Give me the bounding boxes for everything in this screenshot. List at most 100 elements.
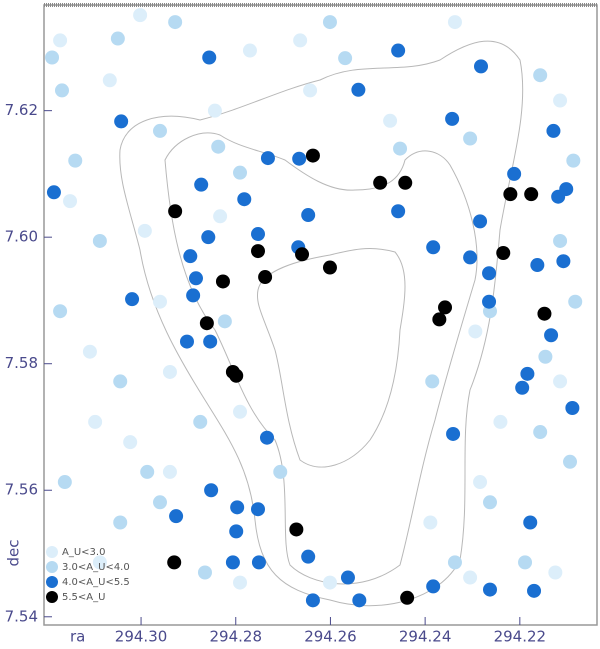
data-point bbox=[463, 131, 478, 146]
data-point bbox=[322, 260, 337, 275]
data-point bbox=[393, 141, 408, 156]
data-point bbox=[188, 271, 203, 286]
data-point bbox=[322, 575, 337, 590]
data-point bbox=[463, 250, 478, 265]
data-point bbox=[183, 249, 198, 264]
legend-label: 5.5<A_U bbox=[62, 592, 105, 603]
data-point bbox=[259, 430, 274, 445]
data-point bbox=[186, 288, 201, 303]
data-point bbox=[199, 316, 214, 331]
data-point bbox=[204, 483, 219, 498]
data-point bbox=[197, 565, 212, 580]
data-point bbox=[258, 270, 273, 285]
data-point bbox=[524, 187, 539, 202]
data-point bbox=[293, 33, 308, 48]
x-tick-label: 294.26 bbox=[304, 628, 357, 646]
data-point bbox=[463, 570, 478, 585]
data-point bbox=[140, 464, 155, 479]
data-point bbox=[398, 175, 413, 190]
data-point bbox=[162, 364, 177, 379]
legend-marker bbox=[46, 561, 58, 573]
x-tick-label: 294.24 bbox=[399, 628, 452, 646]
legend-label: A_U<3.0 bbox=[62, 547, 105, 558]
data-point bbox=[425, 374, 440, 389]
data-point bbox=[447, 15, 462, 30]
data-point bbox=[305, 593, 320, 608]
data-point bbox=[566, 153, 581, 168]
data-point bbox=[473, 214, 488, 229]
data-point bbox=[553, 93, 568, 108]
data-point bbox=[383, 113, 398, 128]
data-point bbox=[423, 515, 438, 530]
data-point bbox=[482, 266, 497, 281]
contours bbox=[119, 40, 524, 607]
data-point bbox=[544, 328, 559, 343]
data-point bbox=[92, 233, 107, 248]
data-point bbox=[169, 509, 184, 524]
data-point bbox=[482, 294, 497, 309]
data-point bbox=[556, 254, 571, 269]
data-point bbox=[553, 233, 568, 248]
data-point bbox=[400, 590, 415, 605]
data-point bbox=[251, 227, 266, 242]
data-point bbox=[152, 495, 167, 510]
data-point bbox=[53, 304, 68, 319]
data-point bbox=[530, 258, 545, 273]
data-point bbox=[133, 8, 148, 23]
data-point bbox=[137, 223, 152, 238]
data-point bbox=[546, 123, 561, 138]
data-point bbox=[152, 123, 167, 138]
data-point bbox=[391, 43, 406, 58]
y-tick-label: 7.58 bbox=[5, 354, 38, 372]
data-point bbox=[351, 82, 366, 97]
legend-marker bbox=[46, 591, 58, 603]
data-point bbox=[162, 464, 177, 479]
data-point bbox=[202, 50, 217, 65]
y-tick-label: 7.54 bbox=[5, 607, 38, 625]
y-tick-label: 7.60 bbox=[5, 228, 38, 246]
data-point bbox=[201, 230, 216, 245]
data-point bbox=[301, 208, 316, 223]
data-point bbox=[237, 192, 252, 207]
data-point bbox=[482, 582, 497, 597]
data-point bbox=[251, 555, 266, 570]
legend-label: 4.0<A_U<5.5 bbox=[62, 577, 130, 588]
data-point bbox=[233, 165, 248, 180]
data-point bbox=[215, 274, 230, 289]
contour-inner bbox=[256, 248, 406, 468]
data-point bbox=[507, 166, 522, 181]
data-point bbox=[305, 148, 320, 163]
data-point bbox=[338, 51, 353, 66]
x-tick-label: 294.22 bbox=[494, 628, 547, 646]
data-point bbox=[523, 515, 538, 530]
data-point bbox=[260, 151, 275, 166]
data-point bbox=[432, 312, 447, 327]
data-point bbox=[152, 294, 167, 309]
data-point bbox=[179, 334, 194, 349]
data-point bbox=[54, 83, 69, 98]
data-point bbox=[242, 43, 257, 58]
data-point bbox=[520, 366, 535, 381]
data-point bbox=[473, 475, 488, 490]
data-point bbox=[123, 435, 138, 450]
data-point bbox=[568, 294, 583, 309]
data-point bbox=[303, 83, 318, 98]
data-point bbox=[295, 247, 310, 262]
x-axis-label: ra bbox=[70, 628, 85, 646]
data-point bbox=[482, 495, 497, 510]
data-point bbox=[251, 502, 266, 517]
y-tick-label: 7.56 bbox=[5, 481, 38, 499]
data-point bbox=[229, 368, 244, 383]
legend-marker bbox=[46, 576, 58, 588]
data-point bbox=[426, 240, 441, 255]
data-point bbox=[559, 182, 574, 197]
data-point bbox=[102, 73, 117, 88]
data-point bbox=[446, 426, 461, 441]
data-point bbox=[322, 15, 337, 30]
data-point bbox=[538, 349, 553, 364]
data-point bbox=[533, 68, 548, 83]
data-point bbox=[233, 404, 248, 419]
contour-outer bbox=[119, 40, 524, 607]
data-point bbox=[82, 344, 97, 359]
